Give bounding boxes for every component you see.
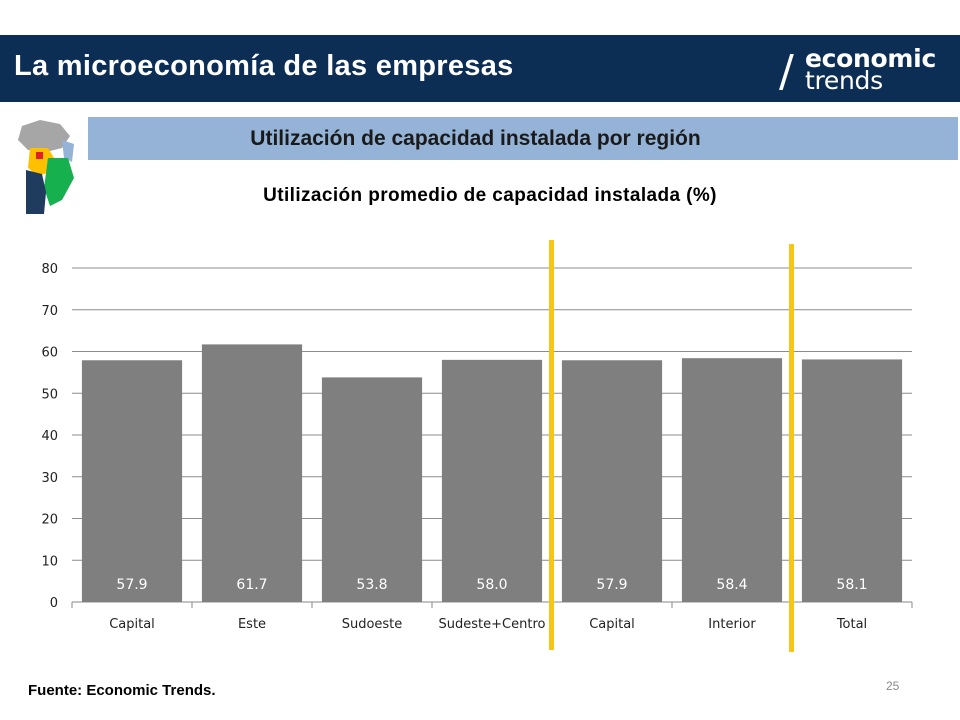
data-label: 58.4 — [716, 577, 747, 593]
bar — [321, 377, 423, 602]
data-label: 58.1 — [836, 577, 867, 593]
logo-slash-mark: / — [779, 46, 794, 97]
source-note: Fuente: Economic Trends. — [28, 682, 216, 699]
economic-trends-logo: / economic trends — [775, 44, 955, 97]
y-tick-label: 10 — [41, 554, 58, 569]
page-number: 25 — [886, 679, 900, 693]
y-tick-label: 0 — [50, 596, 58, 611]
bar — [561, 360, 663, 602]
logo-line2: trends — [805, 66, 883, 95]
category-label: Sudeste+Centro — [439, 617, 546, 632]
category-label: Total — [836, 617, 867, 632]
section-band — [88, 117, 958, 160]
bar — [801, 359, 903, 602]
chart-title: Utilización promedio de capacidad instal… — [263, 185, 717, 206]
category-label: Capital — [589, 617, 635, 632]
bar — [201, 344, 303, 602]
bar — [81, 360, 183, 602]
y-tick-label: 20 — [41, 513, 58, 528]
y-tick-label: 70 — [41, 304, 58, 319]
data-label: 57.9 — [596, 577, 627, 593]
y-tick-label: 80 — [41, 262, 58, 277]
page-title: La microeconomía de las empresas — [14, 50, 514, 82]
y-tick-label: 30 — [41, 471, 58, 486]
bar — [441, 359, 543, 602]
data-label: 61.7 — [236, 577, 267, 593]
data-label: 53.8 — [356, 577, 387, 593]
category-label: Interior — [708, 617, 756, 632]
section-title: Utilización de capacidad instalada por r… — [250, 127, 701, 150]
header-band — [0, 35, 960, 102]
y-tick-label: 60 — [41, 346, 58, 361]
category-label: Este — [238, 617, 266, 632]
data-label: 57.9 — [116, 577, 147, 593]
logo-line1: economic — [805, 44, 936, 73]
argentina-map-icon — [18, 120, 74, 214]
data-label: 58.0 — [476, 577, 507, 593]
y-tick-label: 50 — [41, 387, 58, 402]
bar — [681, 358, 783, 602]
y-tick-label: 40 — [41, 429, 58, 444]
category-label: Capital — [109, 617, 155, 632]
category-label: Sudoeste — [342, 617, 403, 632]
